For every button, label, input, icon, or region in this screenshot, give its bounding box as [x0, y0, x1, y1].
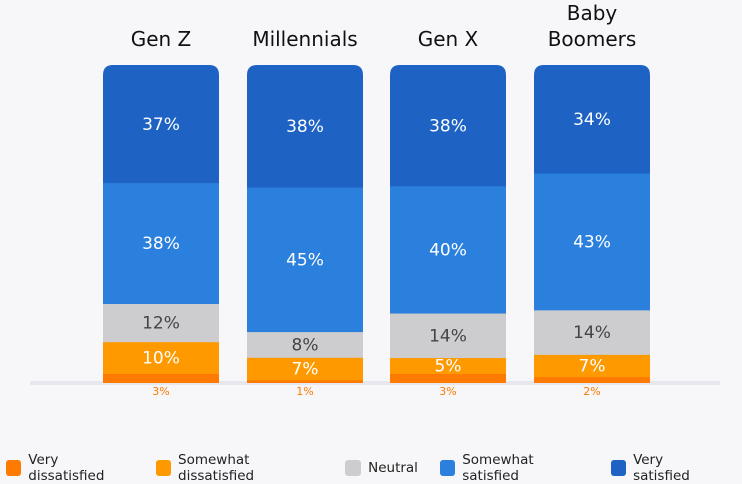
bar-segment [103, 341, 219, 374]
bar-segment [103, 373, 219, 383]
legend-item: Very dissatisfied [6, 452, 134, 484]
bar-segment [247, 331, 363, 358]
bar-group [247, 65, 363, 383]
category-label: Gen X [418, 27, 479, 51]
bar-segment [390, 357, 506, 374]
data-label: 7% [292, 360, 319, 380]
data-label: 2% [583, 385, 600, 398]
data-label: 14% [573, 323, 611, 343]
data-label: 38% [286, 117, 324, 137]
bar-segment [534, 376, 650, 383]
bar-segment [390, 313, 506, 359]
bar-segment [103, 303, 219, 343]
data-label: 37% [142, 115, 180, 135]
category-label: Baby Boomers [548, 1, 637, 51]
category-label: Millennials [252, 27, 357, 51]
legend-label: Neutral [368, 460, 418, 476]
legend: Very dissatisfied Somewhat dissatisfied Ne… [6, 452, 742, 484]
bar-segment [390, 65, 506, 187]
bar-group [103, 65, 219, 383]
bar-segment [247, 357, 363, 381]
legend-item: Somewhat dissatisfied [155, 452, 323, 484]
legend-swatch [610, 460, 627, 476]
data-label: 40% [429, 240, 467, 260]
bar-segment [534, 354, 650, 378]
legend-label: Somewhat dissatisfied [178, 452, 255, 484]
legend-swatch [439, 460, 456, 476]
baseline-shadow [30, 381, 720, 385]
bar-segment [247, 65, 363, 188]
legend-swatch [155, 460, 172, 476]
legend-item: Somewhat satisfied [439, 452, 589, 484]
bar-group [534, 65, 650, 383]
data-label: 12% [142, 314, 180, 334]
category-label: Gen Z [131, 27, 192, 51]
data-label: 38% [142, 234, 180, 254]
bar-segment [390, 185, 506, 314]
bar-group [390, 65, 506, 383]
legend-swatch [345, 460, 362, 476]
bar-segment [534, 65, 650, 174]
bar-segment [103, 65, 219, 184]
legend-swatch [6, 460, 22, 476]
data-label: 45% [286, 250, 324, 270]
data-label: 8% [292, 335, 319, 355]
data-label: 34% [573, 110, 611, 130]
data-label: 7% [579, 357, 606, 377]
bar-segment [534, 309, 650, 355]
bar-segment [247, 187, 363, 333]
data-label: 3% [152, 385, 169, 398]
legend-item: Very satisfied [610, 452, 720, 484]
legend-label: Very satisfied [633, 452, 690, 484]
data-label: 38% [429, 116, 467, 136]
legend-label: Very dissatisfied [28, 452, 105, 484]
bar-segment [247, 379, 363, 383]
legend-item: Neutral [345, 460, 418, 476]
data-label: 14% [429, 326, 467, 346]
stacked-bar-chart: 3% 10% 12% 38% 37% Gen Z 1% 7% 8% 45% 38% Millennia… [30, 1, 720, 398]
data-label: 1% [296, 385, 313, 398]
legend-label: Somewhat satisfied [462, 452, 534, 484]
bar-segment [103, 182, 219, 304]
data-label: 43% [573, 232, 611, 252]
data-label: 5% [435, 357, 462, 377]
bar-segment [534, 173, 650, 311]
data-label: 3% [439, 385, 456, 398]
bar-segment [390, 373, 506, 383]
data-label: 10% [142, 349, 180, 369]
